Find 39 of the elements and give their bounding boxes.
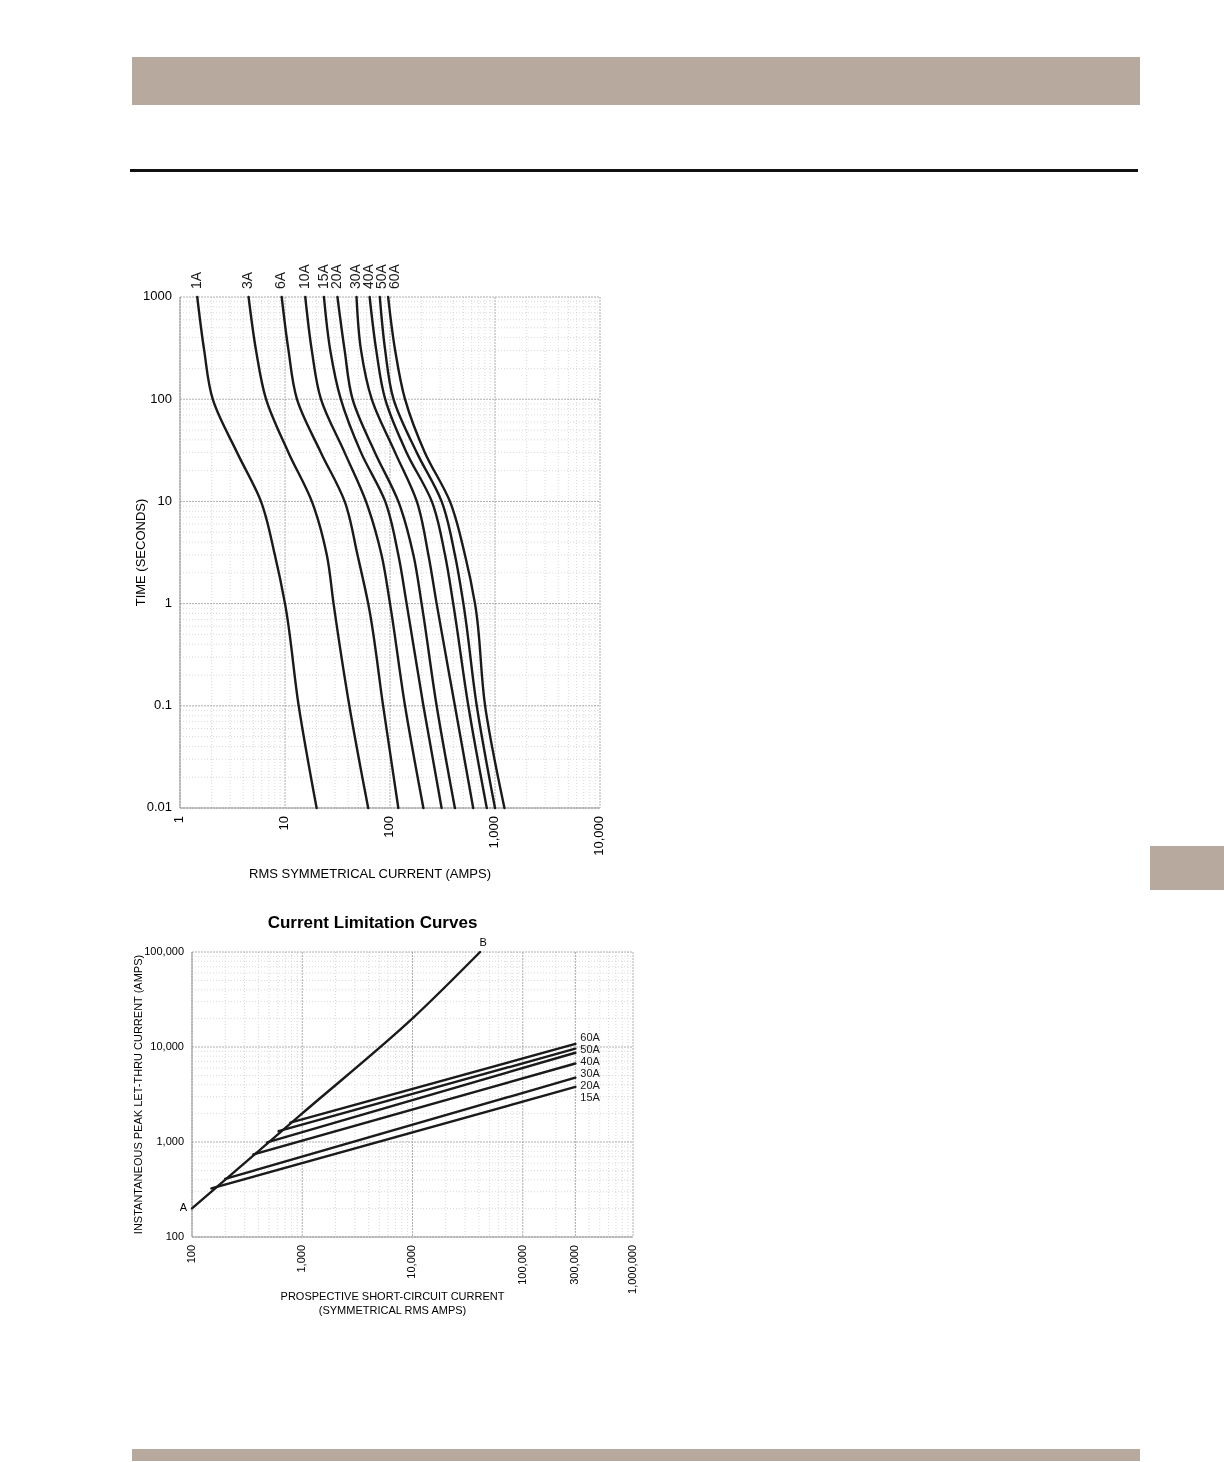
text: 15A <box>314 263 331 289</box>
series-label: 40A <box>580 1054 601 1067</box>
y-tick-label: 10,000 <box>150 1039 184 1052</box>
text: 20A <box>328 263 345 289</box>
series-label: 50A <box>580 1042 601 1055</box>
x-tick-label: 100 <box>184 1245 197 1264</box>
x-tick-label: 1,000 <box>295 1245 308 1273</box>
annotation: A <box>179 1201 188 1214</box>
x-axis-title: RMS SYMMETRICAL CURRENT (AMPS) <box>249 866 491 881</box>
x-tick-label: 1,000,000 <box>625 1245 638 1294</box>
y-tick-label: 100,000 <box>144 944 184 957</box>
x-tick-label: 10,000 <box>591 816 607 856</box>
x-tick-label: 10,000 <box>405 1245 418 1279</box>
x-axis-title: PROSPECTIVE SHORT-CIRCUIT CURRENT (SYMMETRICAL RMS AMPS) <box>280 1290 505 1316</box>
y-tick-label: 1,000 <box>156 1134 184 1147</box>
annotation: B <box>479 936 487 948</box>
x-tick-label: 300,000 <box>568 1245 581 1285</box>
series-label: 60A <box>580 1030 601 1043</box>
text: 1A <box>187 271 204 289</box>
y-tick-label: 1 <box>164 595 172 611</box>
y-tick-label: 0.01 <box>146 799 172 815</box>
series-label: 20A <box>580 1078 601 1091</box>
text: 3A <box>239 271 256 289</box>
x-tick-label: 10 <box>276 816 292 831</box>
y-tick-label: 100 <box>165 1229 184 1242</box>
text: 6A <box>272 271 289 289</box>
x-tick-label: 100 <box>381 816 397 838</box>
series-label: 30A <box>580 1066 601 1079</box>
y-axis-title: INSTANTANEOUS PEAK LET-THRU CURRENT (AMPS) <box>132 954 144 1235</box>
y-axis-title: TIME (SECONDS) <box>133 498 148 607</box>
text: 10A <box>295 263 312 289</box>
y-tick-label: 0.1 <box>153 697 172 713</box>
y-tick-label: 100 <box>150 390 172 406</box>
x-tick-label: 100,000 <box>515 1245 528 1285</box>
x-tick-label: 1,000 <box>486 816 502 849</box>
chart-title: Current Limitation Curves <box>267 913 478 932</box>
series-label: 15A <box>580 1090 601 1103</box>
y-tick-label: 10 <box>157 492 172 508</box>
y-tick-label: 1000 <box>143 288 172 304</box>
